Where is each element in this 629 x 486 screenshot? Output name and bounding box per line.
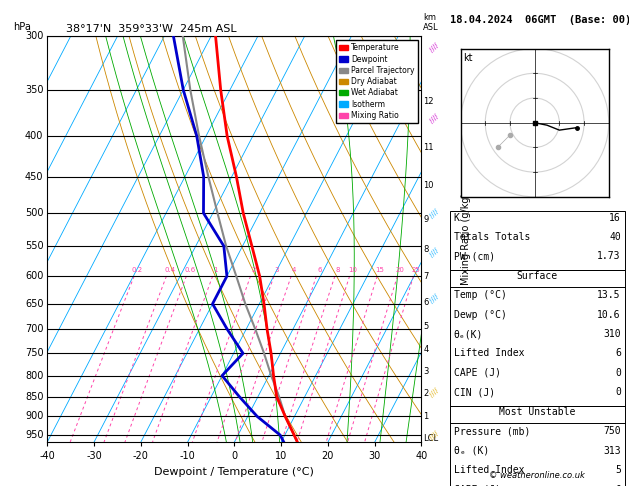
- Text: 9: 9: [423, 215, 428, 224]
- Text: ////: ////: [429, 387, 440, 398]
- Text: 600: 600: [25, 271, 43, 281]
- Text: Temp (°C): Temp (°C): [454, 290, 506, 300]
- Text: 40: 40: [609, 232, 621, 242]
- Text: 20: 20: [396, 267, 404, 274]
- Text: ////: ////: [429, 42, 440, 53]
- Text: © weatheronline.co.uk: © weatheronline.co.uk: [489, 471, 585, 480]
- Text: 5: 5: [423, 322, 428, 331]
- Text: 0: 0: [615, 368, 621, 378]
- Text: 0.2: 0.2: [132, 267, 143, 274]
- Text: 5: 5: [615, 465, 621, 475]
- Text: 8: 8: [335, 267, 340, 274]
- Text: 700: 700: [25, 325, 43, 334]
- Text: 12: 12: [423, 97, 434, 106]
- Text: ////: ////: [429, 430, 440, 440]
- Text: K: K: [454, 213, 459, 224]
- Text: 11: 11: [423, 143, 434, 152]
- Text: 650: 650: [25, 299, 43, 309]
- Text: 950: 950: [25, 430, 43, 440]
- Text: 800: 800: [25, 371, 43, 381]
- Text: Surface: Surface: [516, 271, 558, 281]
- Text: LCL: LCL: [423, 434, 438, 443]
- Text: 10.6: 10.6: [598, 310, 621, 320]
- Text: 6: 6: [317, 267, 321, 274]
- Text: 7: 7: [423, 272, 429, 281]
- Text: 2: 2: [252, 267, 256, 274]
- Text: 550: 550: [25, 241, 43, 251]
- Text: 850: 850: [25, 392, 43, 401]
- Text: CIN (J): CIN (J): [454, 387, 494, 398]
- Text: 500: 500: [25, 208, 43, 218]
- Text: 1: 1: [423, 412, 428, 421]
- Text: ////: ////: [429, 113, 440, 123]
- Text: 0: 0: [615, 485, 621, 486]
- Text: θₑ(K): θₑ(K): [454, 329, 483, 339]
- Text: 310: 310: [603, 329, 621, 339]
- Text: 3: 3: [423, 367, 429, 376]
- Text: 15: 15: [376, 267, 384, 274]
- Text: 0: 0: [615, 387, 621, 398]
- Text: 900: 900: [25, 411, 43, 421]
- Text: θₑ (K): θₑ (K): [454, 446, 489, 456]
- Text: 25: 25: [412, 267, 420, 274]
- Text: 400: 400: [25, 131, 43, 141]
- Text: 450: 450: [25, 172, 43, 182]
- Text: 10: 10: [423, 181, 434, 190]
- Text: Lifted Index: Lifted Index: [454, 348, 524, 359]
- Text: 6: 6: [423, 298, 429, 307]
- Text: ////: ////: [429, 247, 440, 258]
- Text: 18.04.2024  06GMT  (Base: 00): 18.04.2024 06GMT (Base: 00): [450, 15, 629, 25]
- Text: 3: 3: [275, 267, 279, 274]
- Text: km
ASL: km ASL: [423, 13, 439, 33]
- Text: Totals Totals: Totals Totals: [454, 232, 530, 242]
- Text: Lifted Index: Lifted Index: [454, 465, 524, 475]
- Text: 13.5: 13.5: [598, 290, 621, 300]
- Text: 300: 300: [25, 32, 43, 41]
- Text: ////: ////: [429, 293, 440, 304]
- Text: 2: 2: [423, 389, 428, 398]
- Text: 4: 4: [423, 345, 428, 354]
- X-axis label: Dewpoint / Temperature (°C): Dewpoint / Temperature (°C): [154, 467, 314, 477]
- Text: Pressure (mb): Pressure (mb): [454, 426, 530, 436]
- Text: 0.4: 0.4: [164, 267, 175, 274]
- Text: 0.6: 0.6: [184, 267, 195, 274]
- Text: Most Unstable: Most Unstable: [499, 407, 576, 417]
- Text: 1: 1: [214, 267, 218, 274]
- Text: Mixing Ratio (g/kg): Mixing Ratio (g/kg): [461, 193, 471, 285]
- Text: 750: 750: [25, 348, 43, 358]
- Text: kt: kt: [464, 53, 473, 63]
- Text: 313: 313: [603, 446, 621, 456]
- Text: 4: 4: [292, 267, 296, 274]
- Legend: Temperature, Dewpoint, Parcel Trajectory, Dry Adiabat, Wet Adiabat, Isotherm, Mi: Temperature, Dewpoint, Parcel Trajectory…: [336, 40, 418, 123]
- Text: 1.73: 1.73: [598, 251, 621, 261]
- Text: PW (cm): PW (cm): [454, 251, 494, 261]
- Text: 750: 750: [603, 426, 621, 436]
- Text: CAPE (J): CAPE (J): [454, 368, 501, 378]
- Text: hPa: hPa: [13, 22, 31, 33]
- Text: 8: 8: [423, 244, 429, 254]
- Text: 10: 10: [348, 267, 357, 274]
- Text: Dewp (°C): Dewp (°C): [454, 310, 506, 320]
- Text: ////: ////: [429, 208, 440, 219]
- Text: CAPE (J): CAPE (J): [454, 485, 501, 486]
- Text: 6: 6: [615, 348, 621, 359]
- Text: 16: 16: [609, 213, 621, 224]
- Text: 38°17'N  359°33'W  245m ASL: 38°17'N 359°33'W 245m ASL: [66, 24, 237, 35]
- Text: 350: 350: [25, 85, 43, 95]
